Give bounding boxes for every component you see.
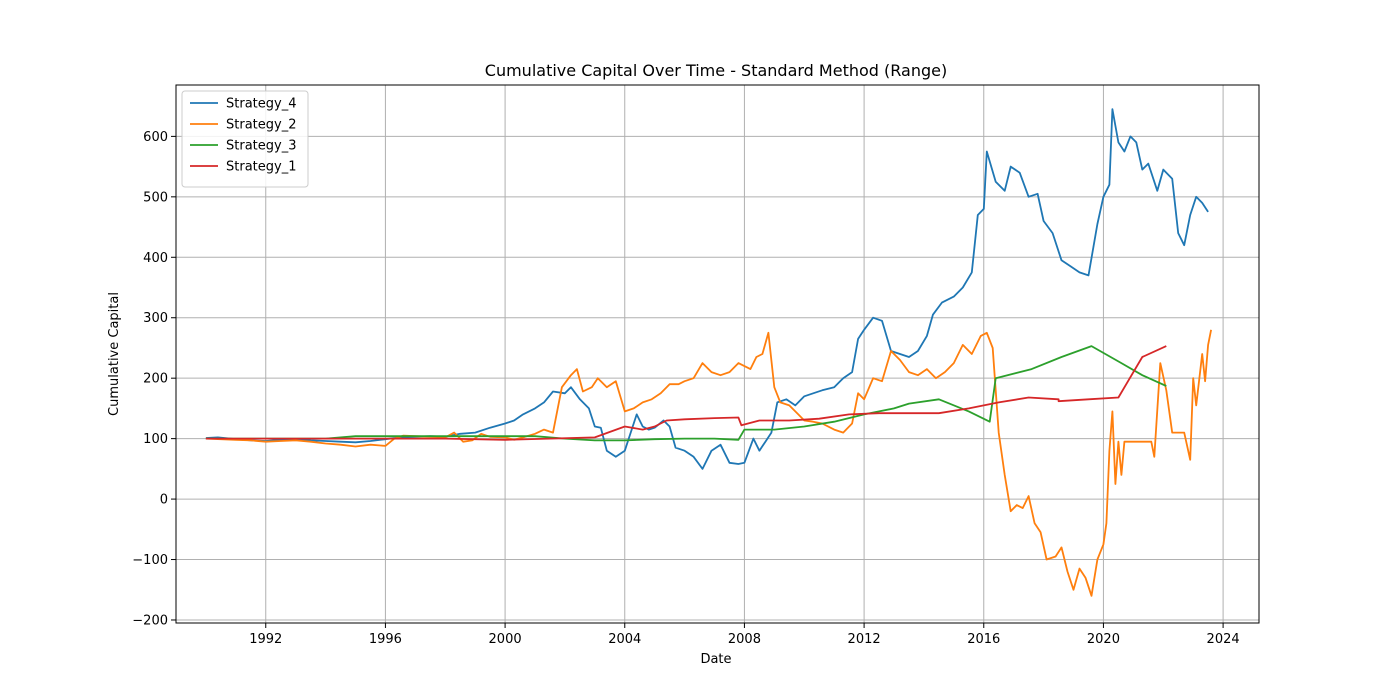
x-tick-label: 2000 [489, 632, 522, 647]
series-line-strategy-4 [205, 108, 1209, 470]
y-axis-title: Cumulative Capital [107, 292, 122, 416]
legend-label: Strategy_1 [226, 160, 296, 175]
series-line-strategy-3 [205, 345, 1167, 442]
legend-box [181, 90, 309, 188]
y-axis: −200 −100 0 100 200 300 400 500 600 [132, 130, 176, 628]
x-axis-title: Date [700, 652, 731, 667]
x-tick-label: 1992 [249, 632, 282, 647]
x-tick-label: 2024 [1207, 632, 1240, 647]
y-tick-label: 500 [143, 190, 168, 205]
x-axis: 1992 1996 2000 2004 2008 2012 2016 2020 2024 [249, 623, 1240, 647]
y-tick-label: 400 [143, 251, 168, 266]
legend-label: Strategy_3 [226, 139, 296, 154]
y-tick-label: −200 [132, 613, 168, 628]
legend-label: Strategy_2 [226, 118, 296, 133]
x-tick-label: 1996 [369, 632, 402, 647]
y-tick-label: 100 [143, 432, 168, 447]
y-tick-label: 200 [143, 372, 168, 387]
y-tick-label: 300 [143, 311, 168, 326]
chart-title: Cumulative Capital Over Time - Standard … [485, 61, 947, 80]
y-tick-label: 600 [143, 130, 168, 145]
series-line-strategy-1 [205, 345, 1167, 441]
x-tick-label: 2020 [1087, 632, 1120, 647]
grid [176, 85, 1259, 623]
x-tick-label: 2012 [848, 632, 881, 647]
legend: Strategy_4 Strategy_2 Strategy_3 Strategy_1 [181, 90, 309, 188]
y-tick-label: 0 [160, 493, 168, 508]
y-tick-label: −100 [132, 553, 168, 568]
x-tick-label: 2008 [728, 632, 761, 647]
series-group [205, 108, 1212, 597]
legend-label: Strategy_4 [226, 97, 296, 112]
x-tick-label: 2016 [967, 632, 1000, 647]
plot-frame [175, 84, 1260, 624]
x-tick-label: 2004 [608, 632, 641, 647]
